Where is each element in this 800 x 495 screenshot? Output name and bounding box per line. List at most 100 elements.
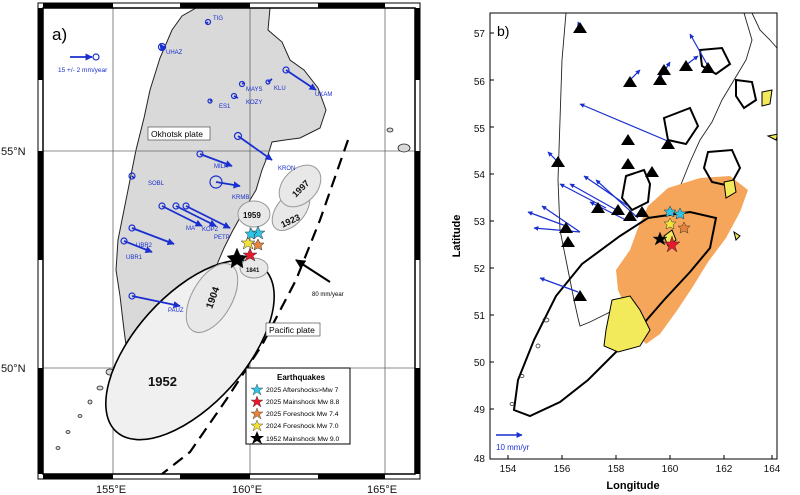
y-tick: 54 bbox=[474, 170, 486, 181]
star-aftershock bbox=[663, 205, 677, 218]
coastline-b-east bbox=[751, 13, 777, 49]
contour-aftershock bbox=[620, 168, 652, 212]
y-tick: 51 bbox=[474, 311, 486, 322]
rupture-zone-1904 bbox=[185, 263, 239, 333]
star-2024-foreshock bbox=[663, 217, 677, 230]
y-tick: 57 bbox=[474, 29, 486, 40]
station-label: MILK bbox=[214, 164, 228, 170]
y-tick: 52 bbox=[474, 264, 486, 275]
star-2025-mainshock bbox=[663, 235, 681, 253]
contour-aftershock bbox=[662, 106, 700, 146]
y-tick: 49 bbox=[474, 405, 486, 416]
year-label-1841: 1841 bbox=[246, 268, 260, 274]
star-1952-mainshock bbox=[226, 247, 248, 269]
lat-label-50: 50°N bbox=[1, 363, 26, 375]
lon-label-160: 160°E bbox=[232, 484, 262, 495]
year-label-1952: 1952 bbox=[148, 374, 177, 389]
station-label: UBR2 bbox=[136, 243, 153, 249]
islands-b bbox=[509, 317, 550, 406]
rupture-zones bbox=[105, 164, 322, 441]
y-tick: 55 bbox=[474, 124, 486, 135]
station-label: UKAM bbox=[315, 92, 332, 98]
pacific-label-box bbox=[265, 322, 321, 337]
gps-vectors-b bbox=[527, 21, 709, 293]
x-tick: 158 bbox=[608, 464, 625, 475]
legend-item: 2025 Foreshock Mw 7.4 bbox=[266, 411, 339, 418]
station-label: MAYS bbox=[246, 87, 263, 93]
station-label: KLU bbox=[274, 86, 286, 92]
legend-item: 2025 Mainshock Mw 8.8 bbox=[266, 399, 340, 406]
station-label: SOBL bbox=[148, 181, 165, 187]
legend-title: Earthquakes bbox=[277, 373, 326, 382]
aftershock-contours bbox=[512, 46, 758, 418]
x-tick: 160 bbox=[662, 464, 679, 475]
station-label: PETP bbox=[214, 235, 230, 241]
large-rupture-contour bbox=[512, 210, 718, 418]
yellow-contours bbox=[603, 89, 777, 353]
star-2025-mainshock bbox=[242, 247, 258, 262]
lon-label-155: 155°E bbox=[96, 484, 126, 495]
year-label-1959: 1959 bbox=[243, 211, 261, 220]
contour-aftershock bbox=[735, 78, 758, 110]
station-label: ES1 bbox=[219, 104, 231, 110]
star-2025-foreshock bbox=[677, 221, 691, 234]
legend-mainshock-2025-icon bbox=[250, 395, 264, 408]
pacific-plate-label: Pacific plate bbox=[269, 325, 315, 335]
y-tick-marks bbox=[490, 32, 494, 410]
y-tick: 50 bbox=[474, 358, 486, 369]
plate-motion-arrow bbox=[295, 259, 331, 283]
station-label: UHAZ bbox=[166, 50, 183, 56]
panel-a: TIG UHAZ MAYS KLU UKAM ES1 KOZY MILK KRO… bbox=[1, 2, 421, 495]
contour-aftershock bbox=[698, 46, 732, 76]
scale-label: 10 mm/yr bbox=[496, 443, 530, 452]
y-axis-label: Latitude bbox=[451, 215, 463, 258]
x-tick-labels: 154 156 158 160 162 164 bbox=[500, 464, 781, 475]
panel-b: 10 mm/yr b) 57 56 55 54 53 52 51 50 49 4… bbox=[451, 12, 781, 492]
x-tick: 154 bbox=[500, 464, 517, 475]
y-tick: 53 bbox=[474, 217, 486, 228]
station-label: KRON bbox=[278, 166, 295, 172]
legend-aftershock-icon bbox=[250, 383, 264, 396]
lat-label-55: 55°N bbox=[1, 146, 26, 158]
station-label: MA bbox=[186, 226, 195, 232]
y-tick: 48 bbox=[474, 454, 486, 465]
legend-item: 2024 Foreshock Mw 7.0 bbox=[266, 423, 339, 430]
velocity-scale-label: 15 +/- 2 mm/year bbox=[58, 67, 108, 74]
legend-box bbox=[245, 367, 351, 445]
y-tick: 56 bbox=[474, 77, 486, 88]
legend-item: 1952 Mainshock Mw 9.0 bbox=[266, 436, 340, 443]
x-axis-label: Longitude bbox=[606, 480, 659, 492]
station-label: KOZY bbox=[246, 100, 262, 106]
okhotsk-plate-label: Okhotsk plate bbox=[151, 129, 203, 139]
station-label: PAUZ bbox=[168, 308, 184, 314]
legend-foreshock-2025-icon bbox=[250, 407, 264, 420]
station-label: KRMB bbox=[232, 195, 249, 201]
star-aftershock bbox=[673, 207, 687, 220]
legend: Earthquakes 2025 Aftershocks>Mw 7 2025 M… bbox=[245, 367, 351, 445]
rupture-zone-1959 bbox=[237, 200, 271, 228]
plate-rate-label: 80 mm/year bbox=[312, 292, 344, 298]
lon-label-165: 165°E bbox=[367, 484, 397, 495]
star-aftershock bbox=[244, 227, 258, 240]
earthquake-stars-b bbox=[652, 205, 691, 253]
gps-stations-a bbox=[92, 18, 290, 300]
okhotsk-label-box bbox=[147, 126, 211, 141]
x-tick: 162 bbox=[716, 464, 733, 475]
trench-line bbox=[161, 139, 350, 474]
x-tick: 164 bbox=[764, 464, 781, 475]
legend-mainshock-1952-icon bbox=[250, 431, 264, 444]
panel-a-label: a) bbox=[52, 25, 67, 44]
station-label: UBR1 bbox=[126, 255, 143, 261]
legend-foreshock-2024-icon bbox=[250, 419, 264, 432]
station-labels: TIG UHAZ MAYS KLU UKAM ES1 KOZY MILK KRO… bbox=[126, 16, 332, 314]
x-tick: 156 bbox=[554, 464, 571, 475]
panel-b-label: b) bbox=[497, 23, 509, 39]
panel-b-frame bbox=[489, 12, 778, 460]
station-label: TIG bbox=[213, 16, 223, 22]
frame-checker bbox=[38, 3, 420, 479]
gps-vectors-a bbox=[70, 21, 317, 309]
legend-item: 2025 Aftershocks>Mw 7 bbox=[266, 387, 339, 394]
station-label: KOPZ bbox=[202, 227, 219, 233]
rupture-zone-1997 bbox=[278, 164, 322, 208]
x-tick-marks bbox=[507, 455, 773, 459]
